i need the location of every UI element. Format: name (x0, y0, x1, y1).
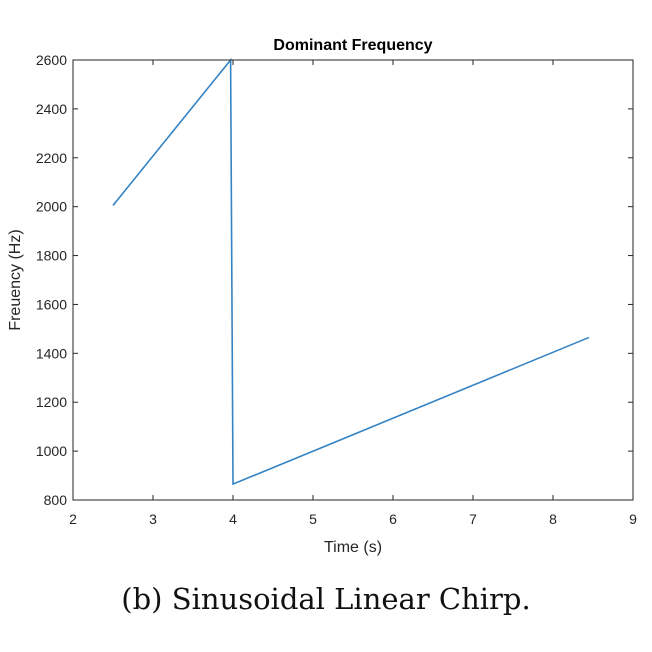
series-line (112, 57, 590, 486)
y-tick-label: 1800 (36, 248, 67, 264)
figure-caption: (b) Sinusoidal Linear Chirp. (121, 582, 531, 616)
y-tick-label: 1400 (36, 345, 67, 361)
x-tick-label: 9 (629, 511, 637, 527)
x-tick-label: 6 (389, 511, 397, 527)
y-tick-label: 800 (44, 492, 68, 508)
y-tick-label: 2400 (36, 101, 67, 117)
chart: 2 3 4 5 6 7 8 9 800 1000 1200 1400 1600 1800 2000 2200… (7, 37, 637, 556)
plot-area (73, 60, 633, 500)
x-tick-label: 7 (469, 511, 477, 527)
y-tick-labels: 800 1000 1200 1400 1600 1800 2000 2200 2400 2600 (36, 52, 67, 508)
y-axis-label: Freuency (Hz) (7, 229, 24, 330)
x-tick-label: 3 (149, 511, 157, 527)
y-tick-label: 1000 (36, 443, 67, 459)
y-tick-label: 1600 (36, 296, 67, 312)
x-axis-label: Time (s) (324, 539, 382, 556)
chart-title: Dominant Frequency (273, 37, 432, 54)
plot-frame (72, 59, 634, 501)
y-tick-label: 2200 (36, 150, 67, 166)
y-tick-label: 2600 (36, 52, 67, 68)
x-tick-label: 2 (69, 511, 77, 527)
y-tick-label: 2000 (36, 199, 67, 215)
x-tick-label: 5 (309, 511, 317, 527)
x-tick-labels: 2 3 4 5 6 7 8 9 (69, 511, 637, 527)
y-tick-label: 1200 (36, 394, 67, 410)
x-tick-label: 8 (549, 511, 557, 527)
x-tick-label: 4 (229, 511, 237, 527)
